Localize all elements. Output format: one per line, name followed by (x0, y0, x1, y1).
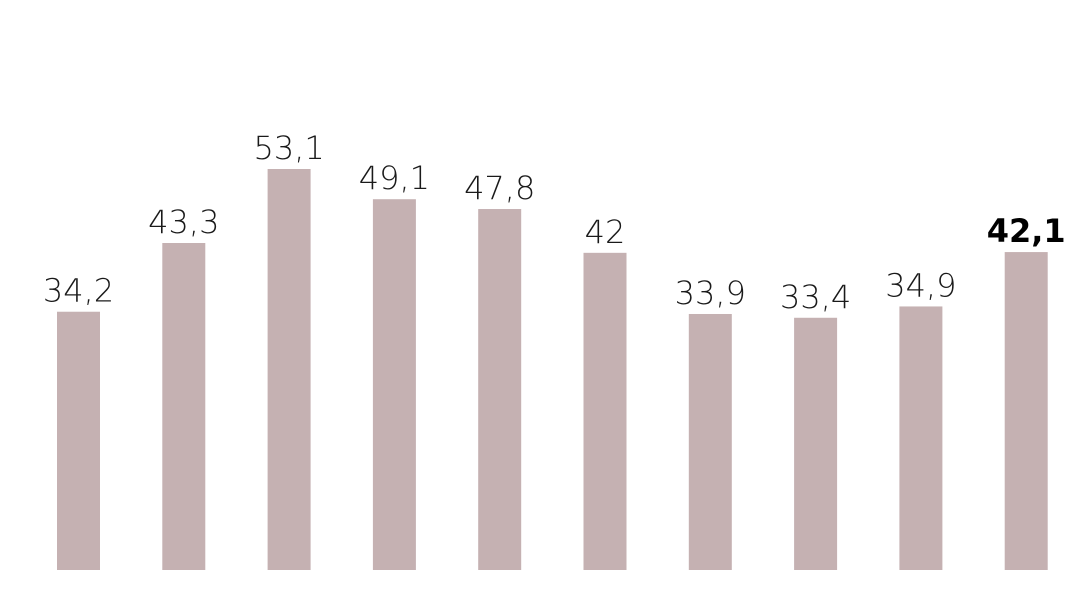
value-label: 43,3 (148, 203, 219, 241)
bar (794, 317, 838, 570)
value-label: 33,4 (780, 278, 851, 316)
value-label: 47,8 (464, 169, 535, 207)
bar (478, 209, 522, 570)
bar (57, 311, 100, 570)
bar (162, 243, 206, 570)
value-label: 42,1 (987, 212, 1066, 250)
bar (899, 306, 943, 570)
value-label: 49,1 (359, 159, 430, 197)
value-label: 34,2 (43, 272, 114, 310)
bar (583, 252, 627, 570)
value-label: 53,1 (253, 129, 324, 167)
bar (688, 313, 732, 570)
bar (1004, 252, 1048, 570)
value-label: 34,9 (885, 266, 956, 304)
bar (372, 199, 416, 570)
value-label: 33,9 (675, 274, 746, 312)
value-label: 42 (585, 213, 626, 251)
bar (267, 169, 311, 570)
